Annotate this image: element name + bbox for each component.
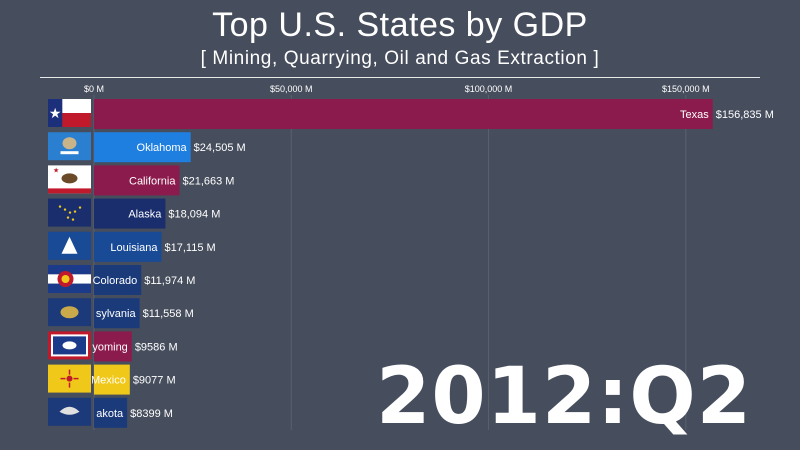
flag-part bbox=[48, 99, 63, 127]
flag-part bbox=[62, 99, 91, 113]
value-label: $9077 M bbox=[133, 375, 176, 387]
bar-colorado bbox=[94, 265, 142, 295]
seal-icon bbox=[60, 306, 79, 319]
eagle-icon bbox=[59, 406, 80, 415]
new-mexico-flag-icon bbox=[48, 364, 91, 393]
tick-label: $100,000 M bbox=[465, 84, 513, 94]
bar-label: akota bbox=[96, 408, 124, 420]
star-dot bbox=[78, 206, 82, 209]
bar-new-mexico bbox=[94, 364, 130, 395]
oklahoma-flag-icon bbox=[48, 132, 91, 161]
bar-louisiana bbox=[94, 231, 162, 262]
flag-part bbox=[61, 275, 70, 283]
north-dakota-flag-icon bbox=[48, 397, 91, 426]
bar-california bbox=[94, 165, 180, 196]
alaska-flag-icon bbox=[48, 198, 91, 227]
zia-sun-icon bbox=[66, 375, 73, 382]
bar-label: yoming bbox=[92, 341, 127, 353]
star-dot bbox=[68, 211, 72, 214]
california-flag-icon: ★ bbox=[48, 165, 91, 194]
bar-label: California bbox=[129, 175, 176, 187]
bar-label: Louisiana bbox=[110, 242, 158, 254]
bison-icon bbox=[62, 341, 77, 350]
louisiana-flag-icon bbox=[48, 231, 91, 260]
period-label: 2012:Q2 bbox=[376, 352, 752, 442]
wyoming-flag-icon bbox=[48, 331, 91, 360]
bar-wyoming bbox=[94, 331, 132, 362]
star-dot bbox=[71, 218, 75, 221]
flag-part bbox=[62, 113, 91, 127]
colorado-flag-icon bbox=[48, 265, 91, 293]
star-icon: ★ bbox=[49, 105, 62, 121]
tick-label: $150,000 M bbox=[662, 84, 710, 94]
flag-part bbox=[60, 151, 79, 155]
pelican-icon bbox=[61, 236, 78, 254]
flag-part bbox=[48, 188, 91, 194]
flag-part bbox=[48, 283, 91, 293]
flag-part bbox=[48, 265, 91, 275]
star-icon: ★ bbox=[53, 166, 59, 174]
pennsylvania-flag-icon bbox=[48, 298, 91, 327]
value-label: $17,115 M bbox=[165, 242, 216, 254]
tick-label: $0 M bbox=[84, 84, 104, 94]
value-label: $156,835 M bbox=[716, 109, 774, 121]
value-label: $18,094 M bbox=[168, 209, 220, 221]
bar-oklahoma bbox=[94, 132, 191, 163]
star-dot bbox=[63, 208, 67, 211]
star-dot bbox=[58, 205, 62, 208]
chart-subtitle: [ Mining, Quarrying, Oil and Gas Extract… bbox=[200, 48, 600, 69]
value-label: $9586 M bbox=[135, 341, 178, 353]
bar-texas bbox=[94, 99, 713, 129]
bar-label: Oklahoma bbox=[137, 142, 188, 154]
bear-icon bbox=[61, 173, 78, 184]
texas-flag-icon: ★ bbox=[48, 99, 91, 127]
bar-label: Mexico bbox=[91, 375, 126, 387]
value-label: $24,505 M bbox=[194, 142, 246, 154]
star-dot bbox=[66, 216, 70, 219]
tick-label: $50,000 M bbox=[270, 84, 313, 94]
bar-pennsylvania bbox=[94, 298, 140, 329]
value-label: $11,558 M bbox=[143, 308, 194, 320]
bar-label: sylvania bbox=[96, 308, 137, 320]
title-divider bbox=[40, 77, 760, 78]
star-dot bbox=[73, 210, 77, 213]
value-label: $11,974 M bbox=[144, 275, 195, 287]
bar-label: Colorado bbox=[93, 275, 138, 287]
bar-label: Texas bbox=[680, 109, 709, 121]
bar-label: Alaska bbox=[128, 209, 162, 221]
value-label: $8399 M bbox=[130, 408, 173, 420]
bar-alaska bbox=[94, 198, 166, 229]
bar-north-dakota bbox=[94, 397, 128, 428]
chart-title: Top U.S. States by GDP bbox=[212, 6, 588, 44]
value-label: $21,663 M bbox=[182, 175, 234, 187]
flag-part bbox=[62, 137, 77, 150]
